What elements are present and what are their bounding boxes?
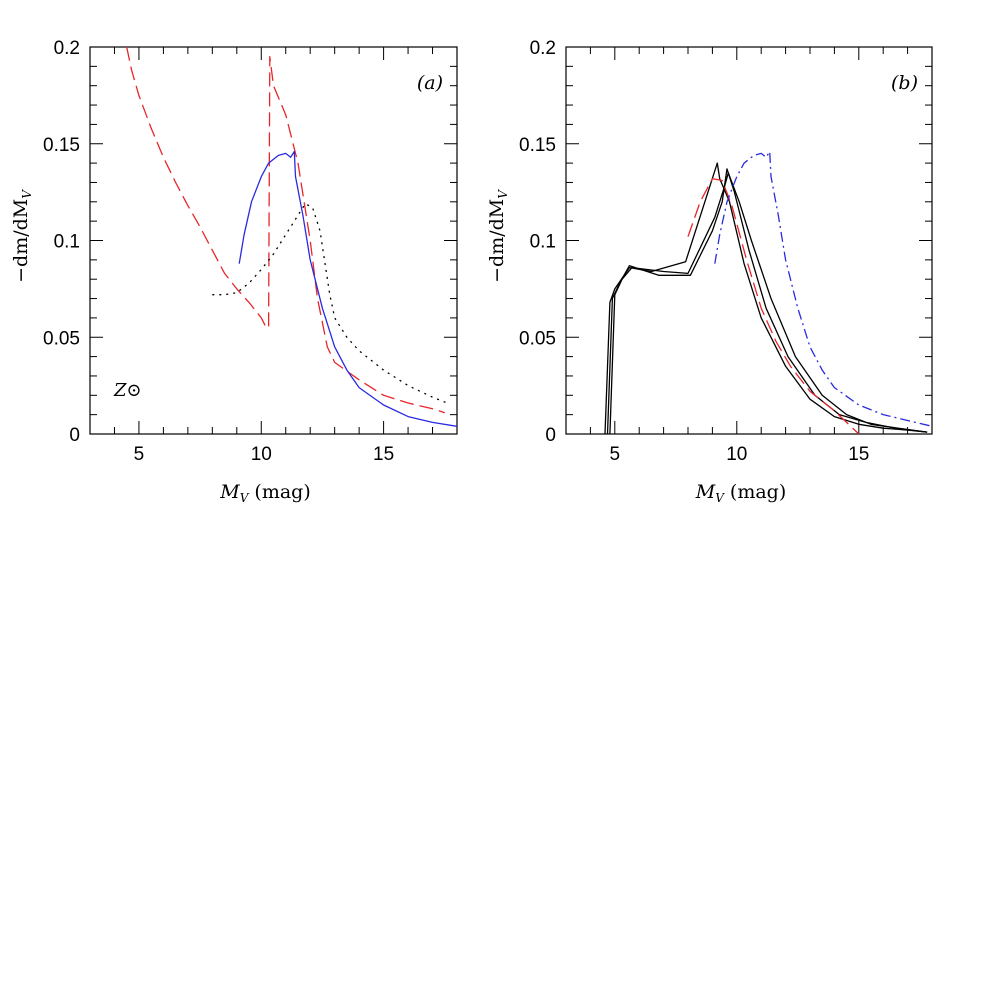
axis-ticks xyxy=(565,46,933,435)
x-tick-label: 15 xyxy=(373,444,394,465)
y-tick-label: 0.15 xyxy=(519,135,556,156)
series-group xyxy=(126,47,457,427)
y-tick-label: 0.2 xyxy=(54,38,80,59)
y-tick-label: 0.2 xyxy=(530,38,556,59)
x-axis-title: MV (mag) xyxy=(219,481,311,505)
y-axis-title: −dm/dMV xyxy=(486,189,510,283)
y-tick-label: 0.1 xyxy=(54,232,80,253)
y-tick-label: 0.05 xyxy=(43,328,80,349)
panel-a: 5 10 15 0 0.05 0.1 0.15 0.2 MV (mag) −dm/dMV (a) Z⊙ xyxy=(10,38,458,505)
x-tick-label: 5 xyxy=(610,444,621,465)
axis-ticks xyxy=(89,46,458,435)
metallicity-annotation: Z⊙ xyxy=(113,380,142,401)
plot-frame xyxy=(89,46,458,435)
y-tick-label: 0.15 xyxy=(43,135,80,156)
series-line-2 xyxy=(606,168,928,434)
x-tick-label: 15 xyxy=(848,444,869,465)
y-tick-label: 0 xyxy=(69,425,80,446)
x-tick-label: 10 xyxy=(251,444,272,465)
series-line-1 xyxy=(126,47,445,414)
x-tick-label: 5 xyxy=(134,444,145,465)
series-line-4 xyxy=(687,177,860,434)
series-line-1 xyxy=(604,162,928,434)
panel-label: (a) xyxy=(417,72,443,94)
plot-frame xyxy=(565,46,933,435)
series-line-3 xyxy=(212,203,448,404)
y-tick-label: 0 xyxy=(545,425,556,446)
x-axis-title: MV (mag) xyxy=(695,481,787,505)
series-group xyxy=(604,150,932,434)
x-tick-label: 10 xyxy=(726,444,747,465)
panel-label: (b) xyxy=(891,72,918,94)
panel-b: 5 10 15 0 0.05 0.1 0.15 0.2 MV (mag) −dm/dMV (b) xyxy=(486,38,933,505)
series-line-2 xyxy=(238,150,457,427)
y-tick-label: 0.05 xyxy=(519,328,556,349)
series-line-5 xyxy=(714,150,932,427)
y-axis-title: −dm/dMV xyxy=(10,189,34,283)
series-line-3 xyxy=(609,172,928,434)
y-tick-label: 0.1 xyxy=(530,232,556,253)
